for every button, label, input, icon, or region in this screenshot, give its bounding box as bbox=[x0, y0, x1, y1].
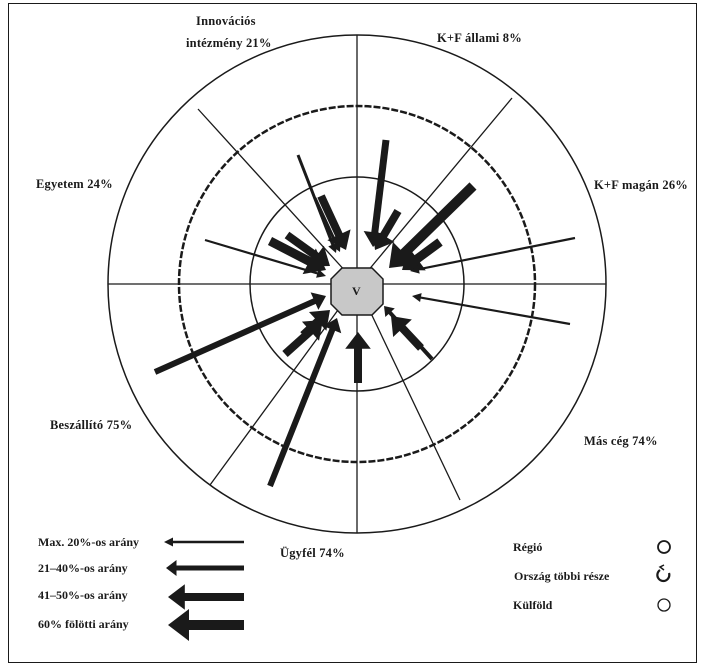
legend-arrow-21-40-head bbox=[166, 560, 177, 576]
legend-ring-label-orszag: Ország többi része bbox=[514, 569, 610, 583]
arrow-egyetem-mid-head bbox=[316, 269, 326, 278]
arrow-innovacios-mid-shaft bbox=[317, 194, 343, 238]
arrow-kfallami-near-shaft bbox=[379, 208, 402, 239]
arrow-beszallito-near2-head bbox=[308, 310, 330, 331]
legend-ring-label-kulfold: Külföld bbox=[513, 598, 553, 612]
divider-se bbox=[356, 283, 461, 501]
legend-symbol-regio bbox=[657, 540, 671, 554]
arrow-ugyfel-far-shaft bbox=[267, 327, 336, 488]
arrow-kfmagan-near-shaft bbox=[413, 238, 443, 264]
sector-label-egyetem: Egyetem 24% bbox=[36, 177, 113, 191]
divider-sw bbox=[209, 283, 358, 486]
sector-label-kf-allami: K+F állami 8% bbox=[437, 31, 522, 45]
sector-label-mas-ceg: Más cég 74% bbox=[584, 434, 658, 448]
arrow-kfallami-far-shaft bbox=[371, 139, 390, 234]
arrow-egyetem-near2-head bbox=[308, 245, 330, 267]
legend-arrow-max20-head bbox=[164, 537, 173, 547]
hub-octagon bbox=[330, 267, 384, 316]
sector-label-innovacios-line2: intézmény 21% bbox=[186, 36, 272, 50]
arrow-kfallami-near-head bbox=[372, 229, 395, 250]
arrow-ugyfel-far-head bbox=[323, 318, 342, 334]
arrow-beszallito-far-head bbox=[310, 292, 326, 310]
arrow-kfmagan-mid-shaft bbox=[399, 182, 477, 258]
legend-symbol-orszag bbox=[656, 569, 671, 583]
arrow-beszallito-near2-shaft bbox=[300, 317, 322, 338]
arrow-innovacios-mid-head bbox=[327, 229, 351, 250]
legend-arrow-41-50-head bbox=[168, 584, 185, 610]
arrow-beszallito-far-shaft bbox=[153, 297, 317, 375]
arrow-egyetem-near2-shaft bbox=[284, 231, 320, 261]
legend-arrow-label-41-50: 41–50%-os arány bbox=[38, 588, 128, 602]
legend-arrow-60plus-head bbox=[168, 609, 189, 641]
divider-nw bbox=[197, 108, 358, 285]
arrow-ugyfel-near-head bbox=[345, 332, 371, 349]
diagram-frame bbox=[8, 3, 697, 663]
legend-symbol-kulfold bbox=[657, 598, 671, 612]
legend-arrow-label-21-40: 21–40%-os arány bbox=[38, 561, 128, 575]
sector-label-ugyfel: Ügyfél 74% bbox=[280, 546, 345, 560]
legend-arrow-label-60plus: 60% fölötti arány bbox=[38, 617, 129, 631]
arrow-masceg-far-shaft bbox=[419, 296, 571, 326]
legend-arrow-samples bbox=[164, 537, 244, 641]
legend-arrow-label-max20: Max. 20%-os arány bbox=[38, 535, 139, 549]
arrow-kfmagan-far-head bbox=[410, 264, 420, 274]
flow-arrows bbox=[153, 139, 576, 488]
arrow-masceg-mid-head bbox=[384, 306, 395, 317]
arrow-innovacios-mid2-shaft bbox=[313, 197, 339, 246]
arrow-egyetem-near-shaft bbox=[267, 237, 313, 266]
legend-ring-label-regio: Régió bbox=[513, 540, 543, 554]
arrow-masceg-near-head bbox=[391, 316, 412, 338]
arrow-innovacios-mid2-head bbox=[331, 241, 341, 252]
arrow-masceg-far-head bbox=[412, 293, 422, 303]
arrow-kfmagan-near-head bbox=[402, 247, 426, 271]
arrow-egyetem-mid-shaft bbox=[204, 238, 319, 275]
hub-label: V bbox=[352, 284, 361, 298]
legend-symbol-orszag-tip bbox=[658, 564, 665, 571]
sector-label-kf-magan: K+F magán 26% bbox=[594, 178, 688, 192]
arrow-masceg-near-shaft bbox=[398, 324, 424, 351]
divider-ne bbox=[356, 97, 513, 285]
arrow-kfmagan-far-shaft bbox=[417, 236, 576, 271]
sector-label-innovacios-line1: Innovációs bbox=[196, 14, 256, 28]
sector-label-beszallito: Beszállító 75% bbox=[50, 418, 133, 432]
